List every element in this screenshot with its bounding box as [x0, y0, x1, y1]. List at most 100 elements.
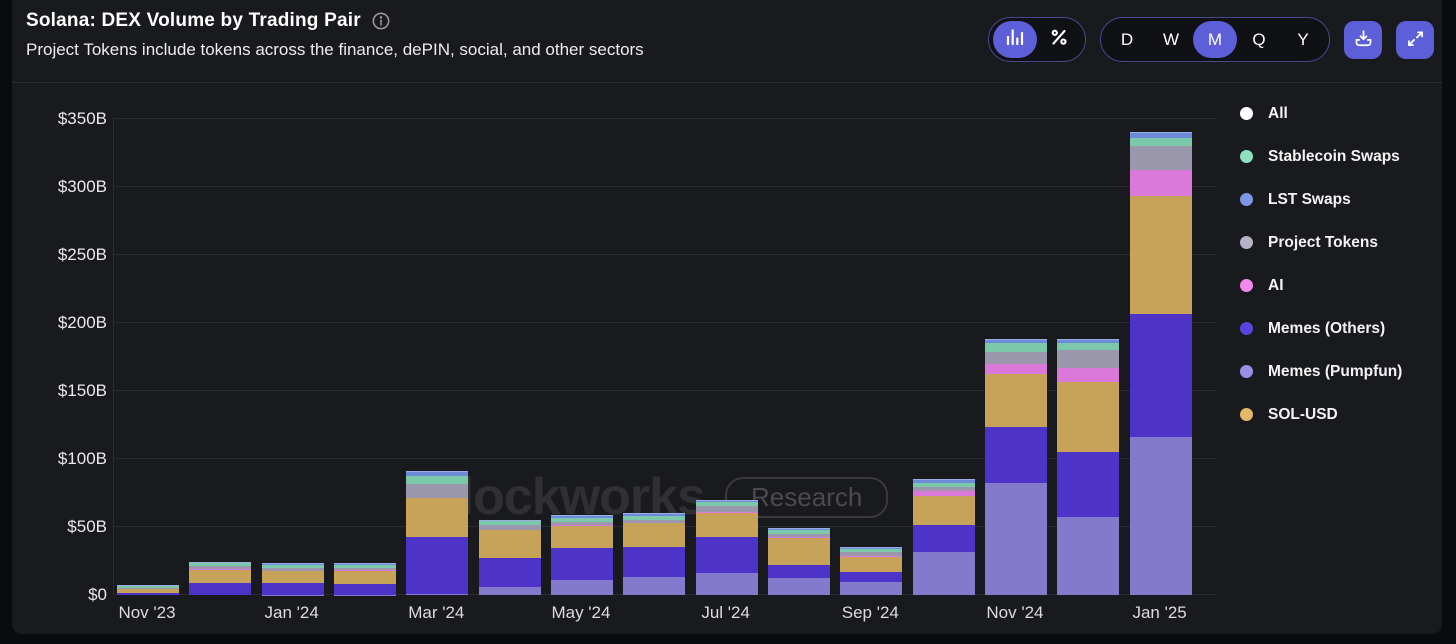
- gridline: [114, 458, 1216, 459]
- x-tick-label: Jul '24: [701, 603, 750, 622]
- bar-segment: [623, 519, 686, 523]
- bar-segment: [623, 576, 686, 595]
- bar-may-24[interactable]: [550, 514, 613, 595]
- legend-label: AI: [1268, 276, 1284, 294]
- legend-item[interactable]: LST Swaps: [1240, 178, 1442, 221]
- interval-button-d[interactable]: D: [1120, 29, 1134, 49]
- bar-segment: [1057, 343, 1120, 350]
- interval-button-m[interactable]: M: [1193, 21, 1237, 58]
- info-icon[interactable]: [371, 11, 391, 31]
- bar-segment: [695, 536, 758, 574]
- bar-segment: [984, 342, 1047, 353]
- legend-dot-icon: [1240, 236, 1253, 249]
- bar-segment: [261, 562, 324, 565]
- bar-sep-24[interactable]: [840, 547, 903, 595]
- bar-oct-24[interactable]: [912, 479, 975, 595]
- bar-segment: [623, 523, 686, 547]
- bar-segment: [117, 586, 179, 588]
- bar-feb-24[interactable]: [333, 563, 396, 595]
- gridline: [114, 186, 1216, 187]
- legend-item[interactable]: All: [1240, 92, 1442, 135]
- legend-label: Memes (Pumpfun): [1268, 362, 1403, 380]
- bar-jun-24[interactable]: [623, 513, 686, 595]
- bar-segment: [1057, 349, 1120, 369]
- bar-jan-25[interactable]: [1129, 132, 1192, 595]
- bar-segment: [189, 569, 252, 584]
- bar-segment: [767, 534, 830, 538]
- bar-aug-24[interactable]: [767, 528, 830, 595]
- legend-dot-icon: [1240, 322, 1253, 335]
- bar-segment: [189, 561, 252, 564]
- y-tick-label: $200B: [57, 313, 107, 332]
- legend-dot-icon: [1240, 150, 1253, 163]
- y-tick-label: $300B: [57, 177, 107, 196]
- bar-segment: [984, 338, 1047, 343]
- bar-jan-24[interactable]: [261, 562, 324, 595]
- y-tick-label: $350B: [57, 109, 107, 128]
- x-axis: Nov '23 Jan '24 Mar '24 May '24 Jul '24 Sep '…: [113, 603, 1216, 627]
- bar-segment: [406, 536, 469, 595]
- bar-jul-24[interactable]: [695, 499, 758, 595]
- bar-segment: [406, 476, 469, 485]
- legend-item[interactable]: Stablecoin Swaps: [1240, 135, 1442, 178]
- legend-item[interactable]: Memes (Pumpfun): [1240, 350, 1442, 393]
- bar-segment: [117, 588, 179, 593]
- bar-segment: [1129, 437, 1192, 595]
- bar-segment: [550, 580, 613, 595]
- bar-segment: [1129, 170, 1192, 196]
- bar-apr-24[interactable]: [478, 519, 541, 595]
- legend-item[interactable]: AI: [1240, 264, 1442, 307]
- bar-segment: [478, 521, 541, 525]
- percent-view-button[interactable]: [1037, 21, 1081, 58]
- legend-label: Memes (Others): [1268, 319, 1386, 337]
- chart-area: $0 $50B $100B $150B $200B $250B $300B $350B Blo…: [12, 84, 1226, 634]
- bar-segment: [912, 551, 975, 595]
- legend-item[interactable]: Memes (Others): [1240, 307, 1442, 350]
- legend-dot-icon: [1240, 365, 1253, 378]
- legend-item[interactable]: Project Tokens: [1240, 221, 1442, 264]
- bar-segment: [1129, 313, 1192, 438]
- interval-button-q[interactable]: Q: [1252, 29, 1266, 49]
- bar-mar-24[interactable]: [406, 471, 469, 595]
- bar-segment: [189, 566, 252, 570]
- bar-segment: [840, 547, 903, 550]
- bar-segment: [1129, 145, 1192, 171]
- bar-view-button[interactable]: [993, 21, 1037, 58]
- bar-segment: [406, 594, 469, 595]
- legend-label: Project Tokens: [1268, 233, 1378, 251]
- interval-button-w[interactable]: W: [1162, 29, 1180, 49]
- gridline: [114, 322, 1216, 323]
- bar-segment: [912, 487, 975, 491]
- bar-segment: [261, 568, 324, 572]
- plot-area: Blockworks Research: [113, 118, 1216, 595]
- bar-segment: [1129, 132, 1192, 139]
- legend-item[interactable]: SOL-USD: [1240, 393, 1442, 436]
- bar-nov-24[interactable]: [984, 338, 1047, 595]
- bar-dec-23[interactable]: [189, 561, 252, 595]
- legend-dot-icon: [1240, 107, 1253, 120]
- bar-segment: [695, 501, 758, 506]
- expand-button[interactable]: [1396, 20, 1434, 59]
- bar-segment: [695, 573, 758, 595]
- bar-segment: [550, 514, 613, 519]
- bar-segment: [1057, 339, 1120, 344]
- bar-dec-24[interactable]: [1057, 339, 1120, 595]
- x-tick-label: Sep '24: [841, 603, 899, 622]
- export-icon: [1353, 28, 1374, 52]
- bar-segment: [333, 583, 396, 595]
- legend-label: Stablecoin Swaps: [1268, 147, 1400, 165]
- bar-segment: [767, 578, 830, 595]
- y-tick-label: $100B: [57, 449, 107, 468]
- bar-segment: [189, 563, 252, 567]
- legend-dot-icon: [1240, 279, 1253, 292]
- bar-segment: [984, 363, 1047, 374]
- bar-segment: [406, 484, 469, 498]
- gridline: [114, 390, 1216, 391]
- export-button[interactable]: [1344, 20, 1382, 59]
- bar-nov-23[interactable]: [117, 585, 179, 595]
- legend-label: SOL-USD: [1268, 405, 1338, 423]
- bar-segment: [333, 564, 396, 568]
- bar-segment: [478, 530, 541, 559]
- interval-button-y[interactable]: Y: [1297, 29, 1309, 49]
